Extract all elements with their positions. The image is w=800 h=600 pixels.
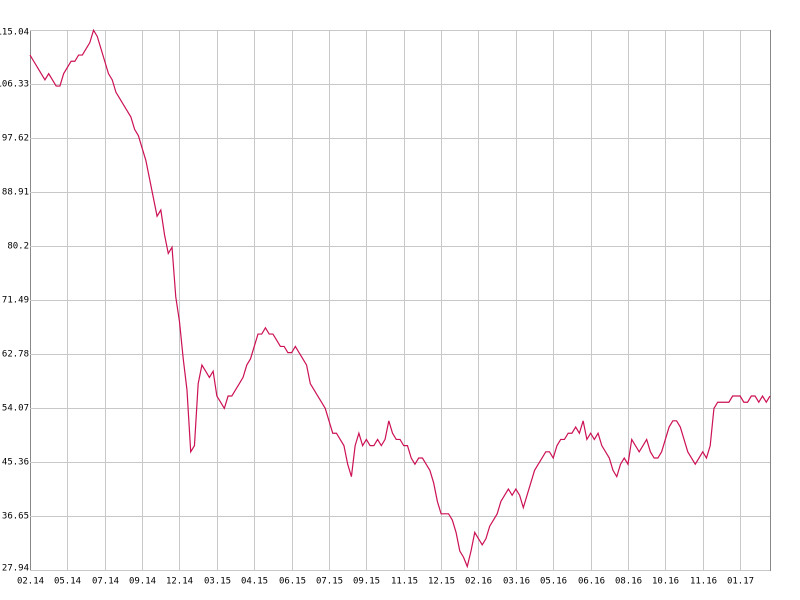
x-tick-label: 08.16	[615, 577, 642, 587]
y-tick-label: 106.33	[0, 80, 29, 90]
y-tick-label: 80.2	[7, 242, 29, 252]
x-tick-label: 04.15	[241, 577, 268, 587]
x-tick-label: 03.15	[204, 577, 231, 587]
y-tick-label: 36.65	[2, 512, 29, 522]
y-tick-label: 88.91	[2, 188, 29, 198]
x-tick-label: 02.14	[17, 577, 44, 587]
x-tick-label: 03.16	[503, 577, 530, 587]
x-tick-label: 06.16	[578, 577, 605, 587]
x-tick-label: 10.16	[652, 577, 679, 587]
x-tick-label: 01.17	[727, 577, 754, 587]
price-line	[29, 28, 771, 569]
x-tick-label: 09.15	[353, 577, 380, 587]
x-tick-label: 02.16	[465, 577, 492, 587]
y-tick-label: 27.94	[2, 564, 29, 574]
x-tick-label: 05.16	[540, 577, 567, 587]
y-tick-label: 97.62	[2, 134, 29, 144]
x-tick-label: 09.14	[129, 577, 156, 587]
x-tick-label: 12.14	[166, 577, 193, 587]
x-tick-label: 11.15	[391, 577, 418, 587]
y-tick-label: 115.04	[0, 28, 29, 38]
x-tick-label: 05.14	[54, 577, 81, 587]
y-tick-label: 45.36	[2, 458, 29, 468]
y-tick-label: 71.49	[2, 296, 29, 306]
y-tick-label: 54.07	[2, 404, 29, 414]
x-tick-label: 07.14	[92, 577, 119, 587]
x-tick-label: 07.15	[316, 577, 343, 587]
x-tick-label: 06.15	[279, 577, 306, 587]
x-tick-label: 12.15	[428, 577, 455, 587]
y-tick-label: 62.78	[2, 350, 29, 360]
x-tick-label: 11.16	[690, 577, 717, 587]
